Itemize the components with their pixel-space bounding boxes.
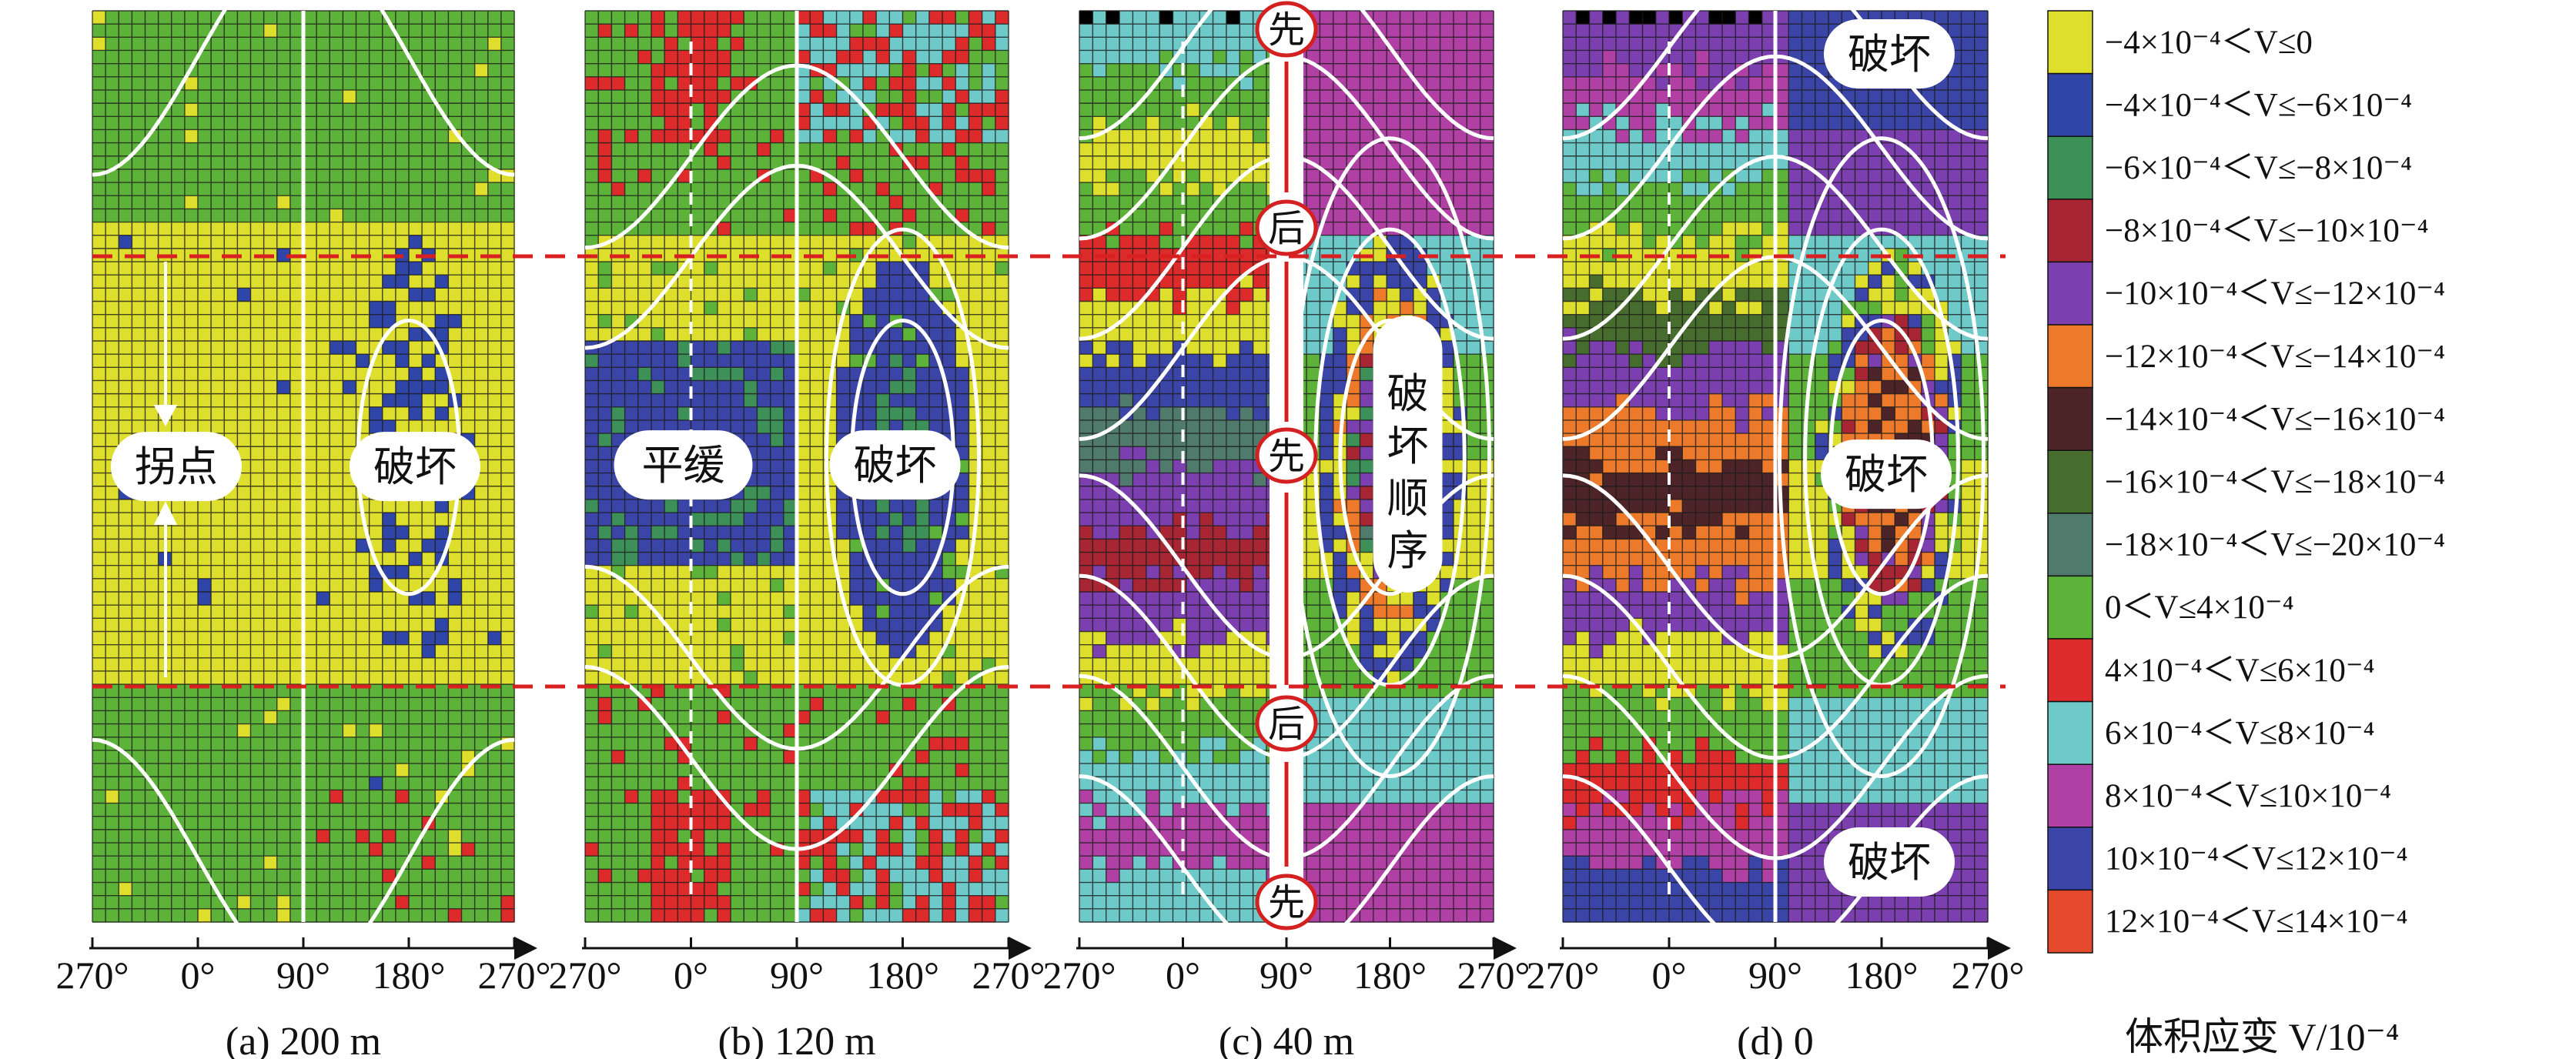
x-tick-label: 90°	[1260, 954, 1313, 997]
panel-caption: (a) 200 m	[226, 1020, 381, 1059]
x-tick-label: 270°	[1952, 954, 2025, 997]
panel-caption: (d) 0	[1737, 1020, 1814, 1059]
x-tick-label: 180°	[373, 954, 446, 997]
legend-swatch	[2047, 575, 2093, 640]
legend-swatch	[2047, 10, 2093, 75]
sequence-label: 先	[1268, 8, 1305, 52]
label-failure: 破坏	[350, 432, 480, 502]
x-tick-label: 90°	[1748, 954, 1802, 997]
legend-swatch	[2047, 199, 2093, 263]
legend-swatch	[2047, 763, 2093, 828]
svg-text:平缓: 平缓	[642, 441, 725, 489]
x-tick-label: 90°	[276, 954, 330, 997]
x-tick-label: 0°	[674, 954, 708, 997]
colorbar-legend: −4×10⁻⁴＜V≤0 −4×10⁻⁴＜V≤−6×10⁻⁴ −6×10⁻⁴＜V≤−8…	[2047, 10, 2445, 1058]
legend-swatch	[2047, 135, 2093, 200]
label-failure: 破坏	[829, 430, 961, 500]
legend-label: 10×10⁻⁴＜V≤12×10⁻⁴	[2105, 841, 2408, 877]
x-tick-label: 0°	[1652, 954, 1687, 997]
legend-label: 0＜V≤4×10⁻⁴	[2105, 590, 2294, 626]
label-gentle: 平缓	[614, 430, 753, 500]
svg-text:破坏: 破坏	[373, 443, 457, 491]
legend-swatch	[2047, 513, 2093, 577]
reference-lines	[92, 254, 2006, 689]
legend-label: 12×10⁻⁴＜V≤14×10⁻⁴	[2105, 904, 2408, 940]
strain-grid	[92, 11, 515, 923]
colorbar-title: 体积应变 V/10⁻⁴	[2125, 1015, 2399, 1058]
panel-a: 270° 0° 90° 180° 270° (a) 200 m 拐点 破坏	[56, 0, 551, 1059]
sequence-label: 先	[1268, 881, 1305, 924]
x-tick-label: 180°	[1845, 954, 1919, 997]
legend-label: 4×10⁻⁴＜V≤6×10⁻⁴	[2105, 653, 2375, 689]
legend-label: −12×10⁻⁴＜V≤−14×10⁻⁴	[2105, 339, 2445, 375]
x-tick-label: 270°	[56, 954, 129, 997]
x-tick-label: 180°	[1353, 954, 1427, 997]
legend-swatch	[2047, 827, 2093, 891]
x-tick-label: 270°	[549, 954, 622, 997]
legend-label: 8×10⁻⁴＜V≤10×10⁻⁴	[2105, 778, 2391, 814]
legend-label: −6×10⁻⁴＜V≤−8×10⁻⁴	[2105, 150, 2412, 186]
svg-text:破坏: 破坏	[854, 441, 937, 489]
legend-label: −14×10⁻⁴＜V≤−16×10⁻⁴	[2105, 401, 2445, 437]
legend-label: −4×10⁻⁴＜V≤−6×10⁻⁴	[2105, 87, 2412, 123]
label-failure-centre: 破坏	[1821, 439, 1952, 509]
panel-b: 270° 0° 90° 180° 270° (b) 120 m 平缓 破坏	[549, 10, 1045, 1059]
legend-swatch	[2047, 889, 2093, 954]
x-tick-label: 0°	[1166, 954, 1200, 997]
x-axis: 270° 0° 90° 180° 270°	[549, 937, 1045, 997]
x-tick-label: 180°	[866, 954, 939, 997]
legend-swatch	[2047, 700, 2093, 765]
panel-caption: (b) 120 m	[718, 1020, 875, 1059]
x-axis: 270° 0° 90° 180° 270°	[1043, 937, 1531, 997]
label-failure-bottom: 破坏	[1824, 827, 1955, 897]
inflection-arrows	[153, 262, 178, 677]
x-tick-label: 270°	[1457, 954, 1531, 997]
x-tick-label: 270°	[1527, 954, 1600, 997]
legend-label: −10×10⁻⁴＜V≤−12×10⁻⁴	[2105, 276, 2445, 312]
x-axis: 270° 0° 90° 180° 270°	[56, 937, 551, 997]
legend-swatch	[2047, 638, 2093, 703]
x-tick-label: 0°	[181, 954, 216, 997]
sequence-label: 后	[1268, 703, 1305, 746]
x-tick-label: 270°	[972, 954, 1045, 997]
contour-lines	[1562, 0, 1989, 960]
legend-label: 6×10⁻⁴＜V≤8×10⁻⁴	[2105, 715, 2375, 751]
legend-swatch	[2047, 449, 2093, 514]
x-axis: 270° 0° 90° 180° 270°	[1527, 937, 2025, 997]
label-failure-top: 破坏	[1824, 19, 1955, 89]
legend-label: −16×10⁻⁴＜V≤−18×10⁻⁴	[2105, 464, 2445, 500]
x-tick-label: 270°	[1043, 954, 1116, 997]
legend-label: −18×10⁻⁴＜V≤−20×10⁻⁴	[2105, 527, 2445, 563]
legend-label: −8×10⁻⁴＜V≤−10×10⁻⁴	[2105, 213, 2429, 249]
x-tick-label: 270°	[478, 954, 551, 997]
legend-swatch	[2047, 386, 2093, 451]
legend-swatch	[2047, 261, 2093, 326]
legend-label: −4×10⁻⁴＜V≤0	[2105, 25, 2313, 61]
legend-swatch	[2047, 72, 2093, 137]
x-tick-label: 90°	[770, 954, 824, 997]
svg-text:拐点: 拐点	[135, 443, 218, 491]
legend-swatch	[2047, 324, 2093, 389]
sequence-label: 先	[1268, 435, 1305, 478]
panel-caption: (c) 40 m	[1219, 1020, 1354, 1059]
label-inflection-point: 拐点	[111, 432, 242, 502]
sequence-label: 后	[1268, 207, 1305, 250]
